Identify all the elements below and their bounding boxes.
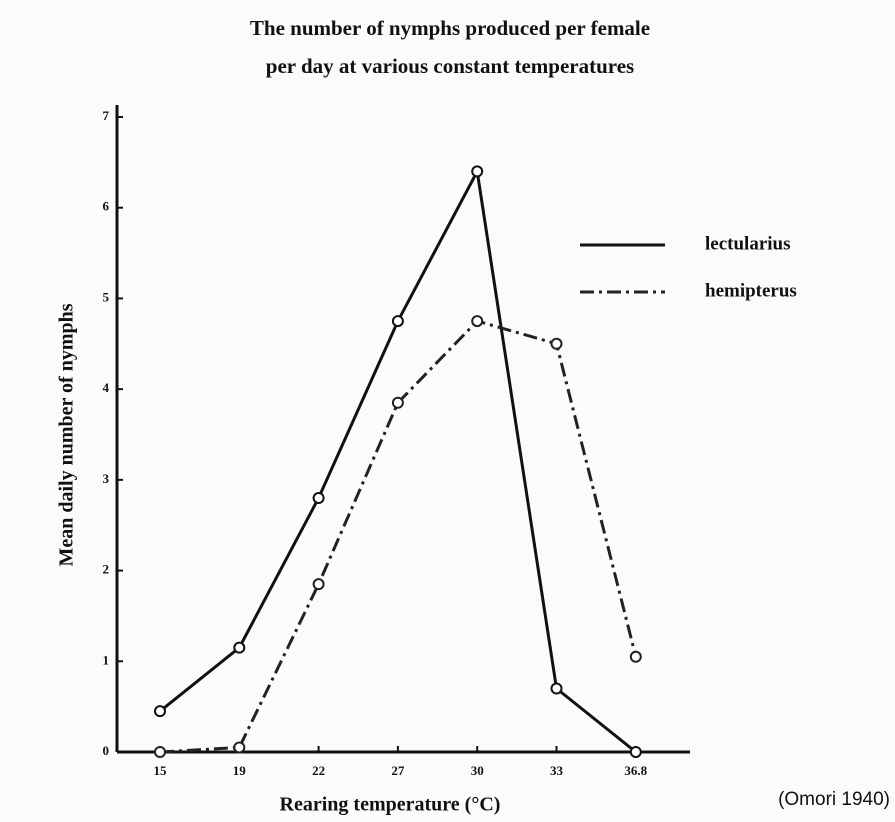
y-tick-label: 4 xyxy=(103,380,110,395)
data-point xyxy=(629,746,642,758)
y-tick-label: 0 xyxy=(103,743,110,758)
x-tick-label: 15 xyxy=(154,763,168,778)
data-point xyxy=(550,337,563,350)
data-point xyxy=(391,315,404,328)
y-tick-label: 1 xyxy=(103,652,110,667)
data-point xyxy=(154,705,166,718)
y-tick-label: 7 xyxy=(103,108,110,123)
chart-title: per day at various constant temperatures xyxy=(266,54,634,78)
x-tick-label: 36.8 xyxy=(624,763,647,778)
x-tick-label: 27 xyxy=(391,763,405,778)
data-point xyxy=(312,492,325,504)
x-tick-label: 22 xyxy=(312,763,325,778)
data-point xyxy=(154,746,166,758)
data-point xyxy=(312,578,325,591)
x-axis-label: Rearing temperature (°C) xyxy=(280,794,501,816)
legend-label: lectularius xyxy=(705,233,791,254)
x-tick-label: 19 xyxy=(233,763,247,778)
y-axis-label: Mean daily number of nymphs xyxy=(56,303,78,566)
x-tick-label: 30 xyxy=(471,763,484,778)
data-point xyxy=(550,682,563,695)
data-point xyxy=(233,641,246,654)
annotation: (Omori 1940) xyxy=(778,789,890,810)
y-tick-label: 2 xyxy=(103,562,110,577)
chart-title: The number of nymphs produced per female xyxy=(250,16,650,40)
y-tick-label: 3 xyxy=(103,471,110,486)
legend-label: hemipterus xyxy=(705,280,797,301)
data-point xyxy=(391,396,404,409)
data-point xyxy=(471,315,484,328)
data-point xyxy=(233,741,246,754)
x-tick-label: 33 xyxy=(550,763,564,778)
data-point xyxy=(629,650,642,663)
data-point xyxy=(471,165,484,178)
y-tick-label: 6 xyxy=(103,199,110,214)
y-tick-label: 5 xyxy=(103,289,110,304)
